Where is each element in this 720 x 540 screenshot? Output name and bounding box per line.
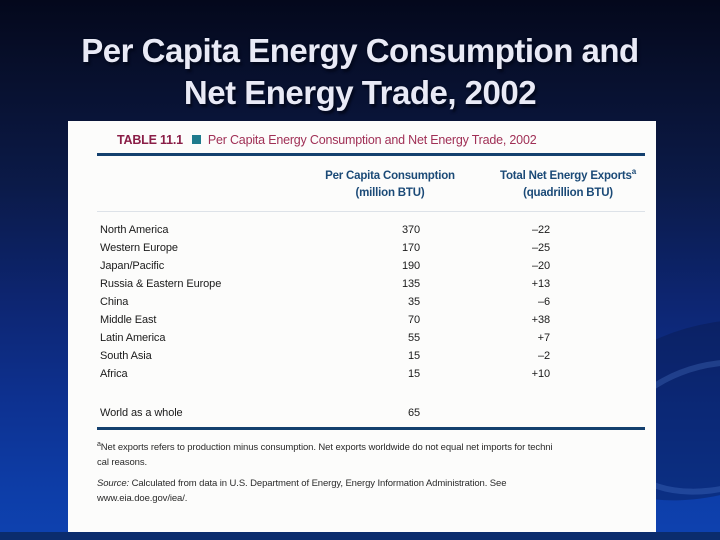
consumption-cell: 55 [407,332,420,344]
source-line2: www.eia.doe.gov/iea/. [97,492,188,504]
exports-cell: +13 [531,278,550,290]
region-cell: North America [100,224,169,236]
region-cell: Middle East [100,314,157,326]
footnote-line1: aNet exports refers to production minus … [97,440,553,453]
exports-cell: –6 [537,296,550,308]
column-header-consumption: Per Capita Consumption (million BTU) [270,168,510,202]
table-image-panel: TABLE 11.1 Per Capita Energy Consumption … [68,121,656,532]
exports-cell: –2 [537,350,550,362]
footnote-line2: cal reasons. [97,456,148,468]
consumption-cell: 65 [407,407,420,419]
consumption-cell: 135 [401,278,420,290]
consumption-cell: 190 [401,260,420,272]
table-row: World as a whole 65 [97,404,645,422]
region-cell: Japan/Pacific [100,260,165,272]
exports-cell: –25 [531,242,550,254]
exports-cell: –20 [531,260,550,272]
table-row: Western Europe 170 –25 [97,239,645,257]
table-row: South Asia 15 –2 [97,347,645,365]
region-cell: China [100,296,129,308]
table-caption-text: Per Capita Energy Consumption and Net En… [207,133,537,147]
table-row: Africa 15 +10 [97,365,645,383]
region-cell: Russia & Eastern Europe [100,278,222,290]
column-header-exports-line2: (quadrillion BTU) [523,187,613,199]
table-body: North America 370 –22 Western Europe 170… [97,221,645,383]
region-cell: Africa [100,368,128,380]
column-header-consumption-line2: (million BTU) [355,187,425,199]
consumption-cell: 370 [401,224,420,236]
column-header-exports: Total Net Energy Exportsa (quadrillion B… [448,168,688,202]
consumption-cell: 35 [407,296,420,308]
table: TABLE 11.1 Per Capita Energy Consumption … [97,121,645,532]
table-footnote: aNet exports refers to production minus … [97,441,645,470]
exports-cell: –22 [531,224,550,236]
consumption-cell: 70 [407,314,420,326]
exports-cell: +10 [531,368,550,380]
slide-title: Per Capita Energy Consumption and Net En… [0,30,720,114]
footnote-marker: a [97,440,101,448]
table-row: China 35 –6 [97,293,645,311]
column-header-consumption-line1: Per Capita Consumption [325,170,455,182]
exports-cell: +7 [537,332,550,344]
region-cell: Latin America [100,332,166,344]
consumption-cell: 15 [407,368,420,380]
table-row: Russia & Eastern Europe 135 +13 [97,275,645,293]
exports-cell: +38 [531,314,550,326]
region-cell: South Asia [100,350,152,362]
table-caption: TABLE 11.1 Per Capita Energy Consumption … [117,131,645,149]
table-row: Japan/Pacific 190 –20 [97,257,645,275]
table-row: Middle East 70 +38 [97,311,645,329]
table-row: Latin America 55 +7 [97,329,645,347]
square-bullet-icon [191,135,201,144]
source-line1: Source: Calculated from data in U.S. Dep… [97,478,507,489]
table-source: Source: Calculated from data in U.S. Dep… [97,477,645,506]
consumption-cell: 170 [401,242,420,254]
header-rule [97,153,645,156]
slide-title-line2: Net Energy Trade, 2002 [183,74,537,111]
source-label: Source: [97,478,130,489]
consumption-cell: 15 [407,350,420,362]
footer-rule [97,427,645,430]
footnote-marker: a [631,167,636,177]
table-row: North America 370 –22 [97,221,645,239]
subheader-rule [97,211,645,212]
slide-title-line1: Per Capita Energy Consumption and [81,32,639,69]
bottom-edge-strip [0,532,720,540]
column-header-exports-line1: Total Net Energy Exportsa [500,167,636,182]
region-cell: Western Europe [100,242,178,254]
region-cell: World as a whole [100,407,183,419]
table-number-label: TABLE 11.1 [117,133,183,147]
world-total-row: World as a whole 65 [97,404,645,422]
